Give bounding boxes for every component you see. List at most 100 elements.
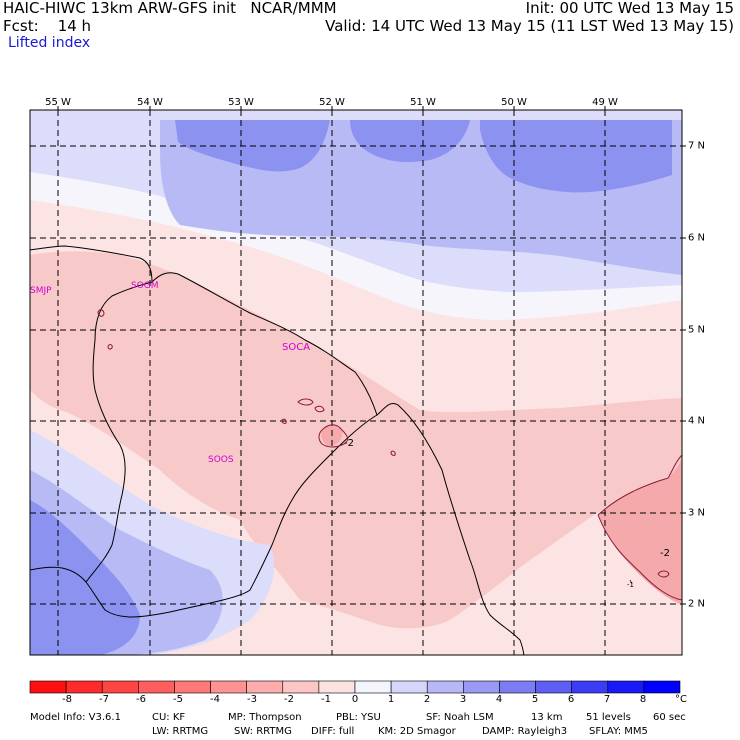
lat-label: 4 N [688, 415, 706, 427]
forecast-hour: Fcst: 14 h [3, 19, 91, 34]
lat-label: 7 N [688, 140, 706, 152]
lon-label: 51 W [410, 97, 436, 108]
lon-label: 55 W [45, 97, 71, 108]
colorbar-swatch [29, 680, 67, 694]
colorbar-label: -6 [136, 694, 146, 705]
colorbar-swatch [282, 680, 320, 694]
colorbar-swatch [246, 680, 284, 694]
colorbar-label: -1 [321, 694, 331, 705]
colorbar-label: -5 [173, 694, 183, 705]
colorbar-swatch [643, 680, 681, 694]
station-labels: SMJP SOGM SOCA SOOS [30, 281, 310, 465]
contour-line [297, 398, 314, 406]
colorbar [29, 680, 681, 694]
field-strong-blue [30, 500, 140, 655]
lon-label: 53 W [228, 97, 254, 108]
model-title: HAIC-HIWC 13km ARW-GFS init NCAR/MMM [3, 1, 337, 16]
colorbar-swatch [571, 680, 609, 694]
lon-label: 49 W [592, 97, 618, 108]
lon-label: 54 W [137, 97, 163, 108]
model-info: MP: Thompson [228, 712, 302, 723]
colorbar-label: 4 [495, 694, 503, 705]
colorbar-label: 7 [603, 694, 611, 705]
contour-line [97, 309, 105, 317]
colorbar-label: 3 [459, 694, 467, 705]
lat-label: 6 N [688, 232, 706, 244]
colorbar-swatch [499, 680, 536, 694]
colorbar-label: -3 [247, 694, 257, 705]
field-strong-blue [480, 120, 672, 193]
contour-label: -1 [627, 581, 634, 589]
colorbar-swatch [607, 680, 645, 694]
tick-marks [57, 106, 686, 605]
init-time: Init: 00 UTC Wed 13 May 15 [525, 0, 734, 17]
map-frame [29, 109, 683, 656]
forecast-value: 14 h [57, 17, 92, 35]
model-info: PBL: YSU [336, 712, 381, 723]
colorbar-label: -2 [284, 694, 294, 705]
contour-label: -2 [660, 548, 670, 559]
contour-line [318, 424, 349, 448]
colorbar-swatch [318, 680, 356, 694]
model-info: CU: KF [152, 712, 186, 723]
model-info: Model Info: V3.6.1 [30, 712, 121, 723]
model-info: SFLAY: MM5 [589, 726, 648, 737]
contour-line [657, 570, 670, 578]
coastlines-borders [30, 245, 525, 655]
colorbar-swatch [138, 680, 175, 694]
lat-label: 5 N [688, 324, 706, 336]
lon-label: 52 W [319, 97, 345, 108]
lon-label: 50 W [501, 97, 527, 108]
contour-line [314, 405, 325, 413]
contour-labels: -2 -2 -1 [344, 438, 670, 589]
forecast-label: Fcst: [3, 17, 39, 35]
model-name: HAIC-HIWC 13km ARW-GFS init [3, 0, 237, 17]
colorbar-label: 8 [639, 694, 647, 705]
contour-line [597, 454, 682, 601]
colorbar-swatch [101, 680, 139, 694]
org-name: NCAR/MMM [250, 0, 337, 17]
field-deep-pink [598, 455, 682, 605]
colorbar-swatch [390, 680, 428, 694]
field-name: Lifted index [8, 35, 91, 51]
station-label: SOGM [131, 281, 159, 291]
colorbar-label: 1 [387, 694, 395, 705]
colorbar-swatch [65, 680, 103, 694]
station-label: SOCA [282, 342, 310, 353]
colorbar-swatch [210, 680, 247, 694]
colorbar-label: 5 [531, 694, 539, 705]
coastline [30, 245, 525, 655]
shaded-field [30, 110, 682, 655]
colorbar-label: 0 [351, 694, 359, 705]
model-info: 60 sec [653, 712, 686, 723]
colorbar-label: 6 [567, 694, 575, 705]
colorbar-swatch [426, 680, 464, 694]
lat-label: 2 N [688, 598, 706, 610]
contour-line [629, 579, 633, 585]
colorbar-label: -8 [62, 694, 72, 705]
station-label: SMJP [30, 286, 52, 296]
model-info: 51 levels [586, 712, 631, 723]
contour-label: -2 [344, 438, 354, 449]
contour-line [281, 418, 287, 424]
field-strong-blue [350, 120, 470, 162]
field-pink [30, 251, 682, 629]
model-info: SF: Noah LSM [426, 712, 494, 723]
contour-line [107, 344, 113, 350]
border [30, 281, 153, 583]
contour-line [390, 450, 396, 456]
contours [97, 309, 682, 601]
model-info: DAMP: Rayleigh3 [482, 726, 568, 737]
model-info: 13 km [531, 712, 563, 723]
lat-label: 3 N [688, 507, 706, 519]
model-info: SW: RRTMG [234, 726, 292, 737]
valid-time: Valid: 14 UTC Wed 13 May 15 (11 LST Wed … [325, 17, 734, 35]
border [85, 414, 378, 618]
colorbar-swatch [174, 680, 211, 694]
colorbar-swatch [535, 680, 572, 694]
colorbar-swatch [463, 680, 500, 694]
colorbar-label: 2 [423, 694, 431, 705]
model-info: KM: 2D Smagor [378, 726, 456, 737]
colorbar-label: -4 [210, 694, 220, 705]
